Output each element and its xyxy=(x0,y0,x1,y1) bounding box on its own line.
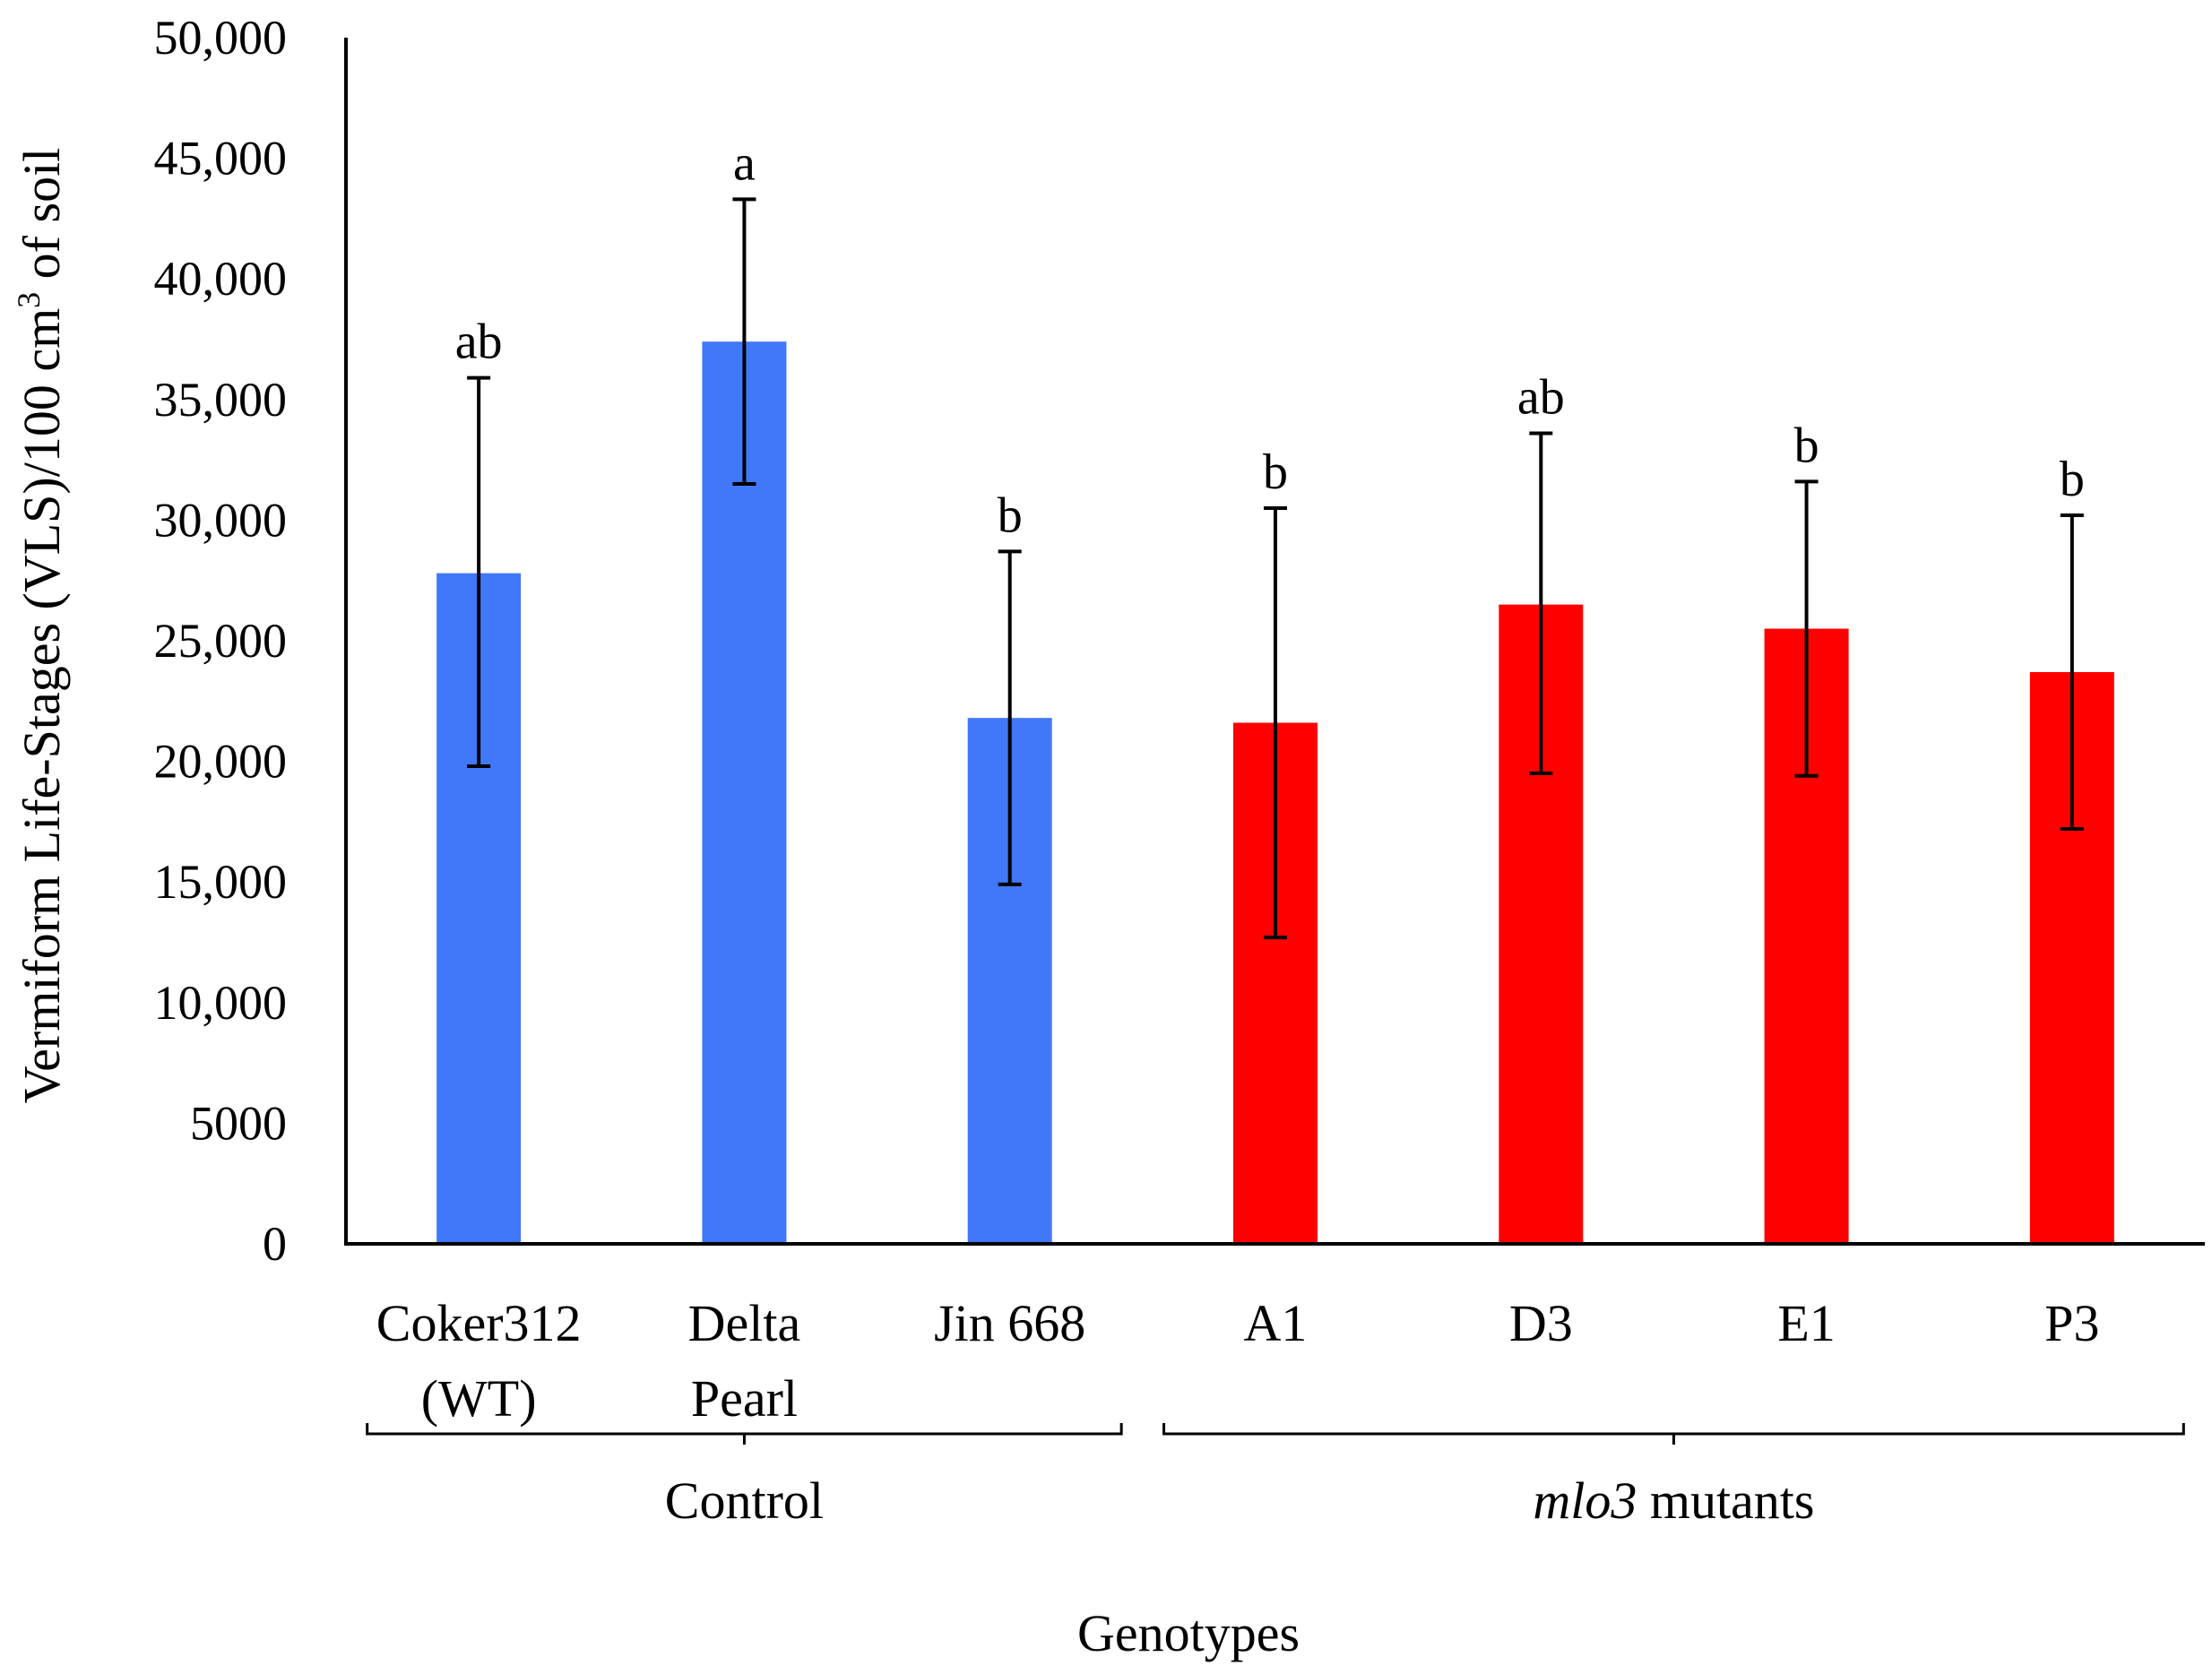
group-bracket-line xyxy=(366,1423,1123,1445)
x-tick-label-line2: (WT) xyxy=(421,1369,537,1428)
x-tick-label: Delta xyxy=(688,1294,801,1352)
significance-letter: ab xyxy=(455,315,503,370)
y-tick-label: 30,000 xyxy=(154,493,288,547)
significance-letter: b xyxy=(1794,418,1819,473)
group-label: Control xyxy=(665,1471,824,1530)
y-axis-title-superscript: 3 xyxy=(11,292,47,308)
y-tick-label: 5000 xyxy=(190,1096,287,1150)
y-tick-label: 20,000 xyxy=(154,735,288,789)
x-tick-label: P3 xyxy=(2044,1294,2099,1352)
y-tick-label: 0 xyxy=(263,1217,287,1271)
x-tick-label: A1 xyxy=(1244,1294,1308,1352)
group-label: mlo3 mutants xyxy=(1533,1471,1814,1530)
error-bar xyxy=(1794,479,1819,778)
x-tick-label: Coker312 xyxy=(376,1294,582,1352)
group-label-main: mutants xyxy=(1637,1471,1814,1530)
error-bar xyxy=(1264,505,1287,940)
group-label-main: Control xyxy=(665,1471,824,1530)
x-tick-label: Jin 668 xyxy=(934,1294,1085,1352)
x-axis-title: Genotypes xyxy=(1077,1604,1300,1662)
error-bar xyxy=(732,197,756,487)
y-tick-label: 15,000 xyxy=(154,855,288,909)
x-tick-label: D3 xyxy=(1509,1294,1573,1352)
bar xyxy=(702,341,787,1244)
group-bracket: Control xyxy=(366,1423,1123,1530)
x-axis-category-labels: Coker312 (WT) Delta Pearl Jin 668 A1 D3 E1 P3 xyxy=(376,1294,2100,1428)
error-bar xyxy=(2060,513,2084,831)
group-bracket: mlo3 mutants xyxy=(1162,1423,2185,1530)
y-axis-ticks: 0 5000 10,000 15,000 20,000 25,000 30,000 35,00… xyxy=(154,11,288,1271)
significance-letter: b xyxy=(1263,444,1288,500)
y-axis-title: Vermiform Life-Stages (VLS)/100 cm3 of s… xyxy=(11,148,71,1104)
y-tick-label: 35,000 xyxy=(154,373,288,427)
significance-letter: b xyxy=(998,488,1023,543)
error-bars xyxy=(467,197,2084,940)
y-tick-label: 25,000 xyxy=(154,614,288,668)
significance-letter: a xyxy=(733,135,756,191)
error-bar xyxy=(467,375,491,768)
y-tick-label: 45,000 xyxy=(154,132,288,186)
error-bar xyxy=(998,549,1022,886)
x-tick-label-line2: Pearl xyxy=(691,1369,798,1428)
significance-letter: ab xyxy=(1517,369,1565,425)
y-axis-title-tail: of soil xyxy=(13,148,71,292)
x-tick-label: E1 xyxy=(1777,1294,1835,1352)
group-bracket-line xyxy=(1162,1423,2185,1445)
error-bar xyxy=(1529,431,1553,776)
group-brackets: Control mlo3 mutants xyxy=(366,1423,2185,1530)
significance-letter: b xyxy=(2060,452,2085,507)
group-label-italic: mlo3 xyxy=(1533,1471,1637,1530)
y-tick-label: 10,000 xyxy=(154,976,288,1030)
y-tick-label: 40,000 xyxy=(154,252,288,306)
y-axis-title-main: Vermiform Life-Stages (VLS)/100 cm xyxy=(13,308,71,1104)
y-tick-label: 50,000 xyxy=(154,11,288,65)
